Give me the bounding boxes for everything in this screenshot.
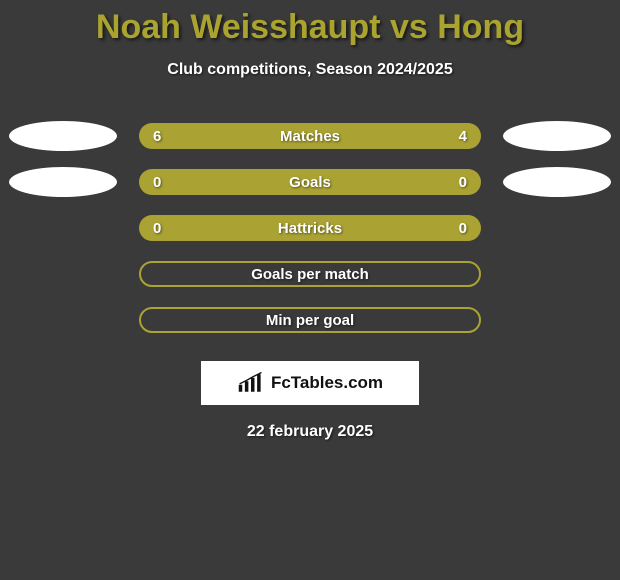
stat-row: 0 Hattricks 0 bbox=[0, 205, 620, 251]
left-ellipse bbox=[9, 121, 117, 151]
stat-left-value: 0 bbox=[153, 174, 161, 191]
bar-chart-icon bbox=[237, 371, 265, 395]
stat-row: Goals per match bbox=[0, 251, 620, 297]
right-ellipse bbox=[503, 167, 611, 197]
left-ellipse bbox=[9, 305, 117, 335]
stat-right-value: 4 bbox=[459, 128, 467, 145]
stat-bar: 0 Hattricks 0 bbox=[139, 215, 481, 241]
stat-row: 6 Matches 4 bbox=[0, 113, 620, 159]
stat-right-value: 0 bbox=[459, 220, 467, 237]
right-ellipse bbox=[503, 213, 611, 243]
stat-left-value: 0 bbox=[153, 220, 161, 237]
logo-text: FcTables.com bbox=[271, 373, 383, 393]
stat-label: Matches bbox=[280, 128, 340, 145]
stat-bar: 0 Goals 0 bbox=[139, 169, 481, 195]
left-ellipse bbox=[9, 213, 117, 243]
right-ellipse bbox=[503, 305, 611, 335]
stat-bar: Min per goal bbox=[139, 307, 481, 333]
stat-bar: 6 Matches 4 bbox=[139, 123, 481, 149]
stat-label: Goals bbox=[289, 174, 331, 191]
stat-label: Min per goal bbox=[266, 312, 354, 329]
right-ellipse bbox=[503, 259, 611, 289]
left-ellipse bbox=[9, 259, 117, 289]
stat-right-value: 0 bbox=[459, 174, 467, 191]
left-ellipse bbox=[9, 167, 117, 197]
stat-bar: Goals per match bbox=[139, 261, 481, 287]
stat-left-value: 6 bbox=[153, 128, 161, 145]
stat-row: 0 Goals 0 bbox=[0, 159, 620, 205]
stat-label: Goals per match bbox=[251, 266, 369, 283]
comparison-subtitle: Club competitions, Season 2024/2025 bbox=[0, 61, 620, 79]
comparison-title: Noah Weisshaupt vs Hong bbox=[0, 0, 620, 47]
stat-row: Min per goal bbox=[0, 297, 620, 343]
stat-label: Hattricks bbox=[278, 220, 342, 237]
fctables-logo: FcTables.com bbox=[201, 361, 419, 405]
comparison-date: 22 february 2025 bbox=[0, 423, 620, 441]
right-ellipse bbox=[503, 121, 611, 151]
stat-rows: 6 Matches 4 0 Goals 0 0 Hattricks 0 Goals per mat… bbox=[0, 113, 620, 343]
